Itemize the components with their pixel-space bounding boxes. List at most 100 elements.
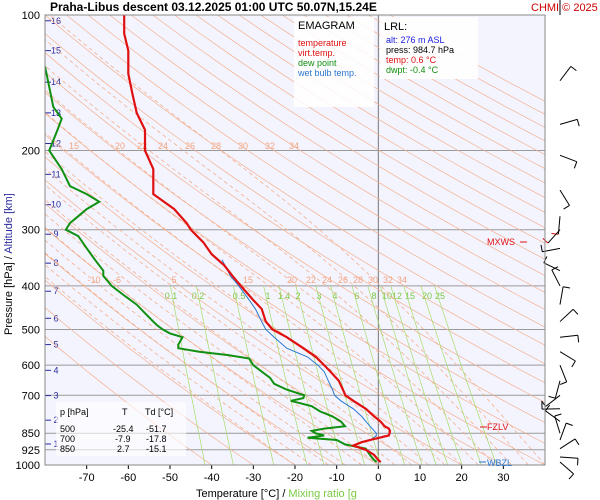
altitude-tick-label: 14	[51, 77, 61, 87]
mixing-ratio-label: 4	[332, 291, 337, 301]
moist-adiabat-label: -6	[113, 275, 121, 285]
mixing-ratio-label: 25	[435, 291, 445, 301]
mixing-ratio-line	[367, 285, 423, 465]
dry-adiabat	[152, 15, 545, 260]
mixing-ratio-label: 0.2	[192, 291, 205, 301]
moist-adiabat-label: 5	[171, 275, 176, 285]
legend-item-virt-temp: virt.temp.	[298, 48, 335, 58]
moist-adiabat	[45, 213, 379, 465]
series-dew-point	[45, 66, 378, 463]
wind-barb-staff	[559, 189, 570, 206]
wind-barb-feather	[544, 404, 551, 412]
x-tick-label: -10	[329, 472, 345, 484]
moist-adiabat-label: 34	[397, 275, 407, 285]
wind-barb-staff	[559, 66, 572, 82]
legend-item-dew-point: dew point	[298, 58, 337, 68]
dry-adiabat	[238, 15, 545, 198]
mixing-ratio-label: 20	[422, 291, 432, 301]
wind-barb-feather	[554, 413, 562, 417]
wind-barb-feather	[563, 286, 571, 289]
dry-adiabat	[45, 307, 254, 465]
table-cell: -25.4	[113, 424, 134, 434]
altitude-tick-label: 16	[51, 16, 61, 26]
wind-barb-staff	[559, 461, 574, 475]
wind-barb-feather	[566, 422, 573, 426]
table-cell: -51.7	[146, 424, 167, 434]
wind-barb-feather	[551, 233, 559, 235]
wind-barb-feather	[577, 458, 579, 466]
wind-barb-feather	[560, 381, 567, 385]
wind-barb-feather	[577, 335, 580, 343]
x-label-mixing: Mixing ratio [g	[285, 488, 357, 500]
altitude-tick-label: 4	[53, 365, 58, 375]
x-tick-label: 20	[456, 472, 468, 484]
mxws-label: MXWS	[487, 237, 515, 247]
wind-barb-feather	[571, 360, 576, 368]
mixing-ratio-label: 12	[392, 291, 402, 301]
adiabat-layer	[45, 15, 545, 465]
mixing-ratio-label: 15	[405, 291, 415, 301]
mixing-ratio-line	[278, 285, 325, 465]
moist-adiabat-label: 15	[243, 275, 253, 285]
wind-barb-feather	[576, 119, 580, 127]
wind-barb-staff	[559, 438, 576, 450]
x-tick-label: -70	[79, 472, 95, 484]
mixing-ratio-label: 2	[295, 291, 300, 301]
wind-barb-staff	[559, 118, 578, 125]
table-header-t: T	[122, 407, 128, 417]
y-tick-label: 200	[22, 145, 40, 157]
dry-adiabat	[45, 134, 545, 465]
x-axis-label-temperature: Temperature [°C] / Mixing ratio [g	[196, 488, 357, 500]
table-cell: 850	[60, 444, 75, 454]
altitude-tick-label: 10	[51, 200, 61, 210]
dry-adiabat	[45, 15, 545, 346]
wind-barb-staff	[551, 269, 561, 287]
wind-barb-staff	[559, 286, 564, 305]
wind-barb-feather	[573, 161, 578, 169]
moist-adiabat	[45, 38, 529, 465]
mixing-ratio-line	[420, 285, 482, 465]
y-tick-label: 300	[22, 225, 40, 237]
dry-adiabat	[109, 15, 545, 293]
dry-adiabat	[174, 15, 545, 244]
mixing-ratio-label: 0.5	[233, 291, 246, 301]
lrl-heading: LRL:	[384, 21, 407, 33]
wind-barb-staff	[559, 308, 574, 322]
mixing-ratio-line	[403, 285, 463, 465]
dry-adiabat	[195, 15, 545, 229]
moist-adiabat	[45, 184, 412, 465]
dry-adiabat-label: 22	[137, 141, 147, 151]
mixing-ratio-line	[233, 285, 275, 465]
x-tick-label: -20	[287, 472, 303, 484]
x-tick-label: -50	[162, 472, 178, 484]
table-header-td: Td [°C]	[145, 407, 173, 417]
y-tick-label: 400	[22, 281, 40, 293]
dry-adiabat	[217, 15, 545, 213]
mixing-ratio-line	[295, 285, 343, 465]
dry-adiabat-label: 30	[238, 141, 248, 151]
mixing-ratio-label: 10	[382, 291, 392, 301]
dry-adiabat-label: 28	[211, 141, 221, 151]
altitude-tick-label: 12	[51, 139, 61, 149]
table-cell: -7.9	[115, 434, 131, 444]
dry-adiabat	[45, 279, 296, 465]
wind-barb-feather	[574, 438, 580, 446]
mixing-ratio-line	[196, 285, 234, 465]
moist-adiabat	[45, 276, 296, 465]
altitude-tick-label: 13	[51, 108, 61, 118]
mixing-ratio-label: 3	[316, 291, 321, 301]
mixing-ratio-label: 0.1	[165, 291, 178, 301]
altitude-tick-label: 5	[53, 340, 58, 350]
mixing-ratio-label: 1	[265, 291, 270, 301]
wind-barb-staff	[554, 380, 561, 399]
y-tick-label: 925	[22, 445, 40, 457]
y-tick-label: 1000	[16, 460, 40, 472]
mixing-ratio-line	[390, 285, 449, 465]
altitude-tick-label: 11	[51, 169, 60, 179]
wind-barb-feather	[540, 244, 543, 252]
moist-adiabat-label: -10	[87, 275, 100, 285]
lrl-temperature: temp: 0.6 °C	[386, 55, 437, 65]
table-cell: 500	[60, 424, 75, 434]
dry-adiabat	[45, 203, 421, 465]
